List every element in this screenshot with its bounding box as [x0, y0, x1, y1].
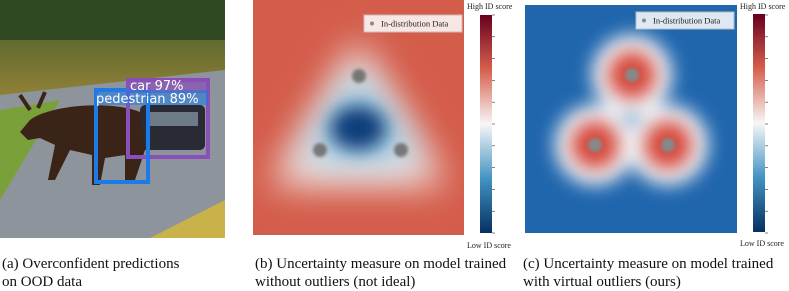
caption: (b) Uncertainty measure on model trained — [255, 256, 507, 272]
legend — [363, 14, 463, 33]
colorbar-label: Low ID score — [740, 239, 784, 248]
colorbar-label: Low ID score — [467, 241, 511, 250]
caption: with virtual outliers (ours) — [523, 274, 681, 290]
legend-marker — [370, 21, 374, 26]
legend-text: In-distribution Data — [653, 16, 721, 26]
caption: on OOD data — [2, 274, 82, 290]
car-label-bg — [126, 78, 210, 93]
legend-text: In-distribution Data — [381, 19, 449, 29]
id-clusters — [588, 68, 675, 152]
colorbar-label: High ID score — [740, 2, 786, 11]
colorbar — [480, 15, 492, 233]
photo — [0, 0, 225, 238]
heatmap — [253, 0, 464, 235]
caption: (a) Overconfident predictions — [2, 256, 180, 272]
colorbar — [753, 14, 765, 232]
heatmap — [525, 5, 737, 233]
legend-marker — [642, 18, 646, 23]
caption: (c) Uncertainty measure on model trained — [523, 256, 774, 272]
caption: without outliers (not ideal) — [255, 274, 415, 290]
detection-label: pedestrian 89% — [96, 92, 199, 107]
id-clusters — [313, 69, 408, 157]
legend — [635, 11, 735, 30]
colorbar-label: High ID score — [467, 2, 513, 11]
pedestrian-label-bg — [94, 90, 208, 105]
